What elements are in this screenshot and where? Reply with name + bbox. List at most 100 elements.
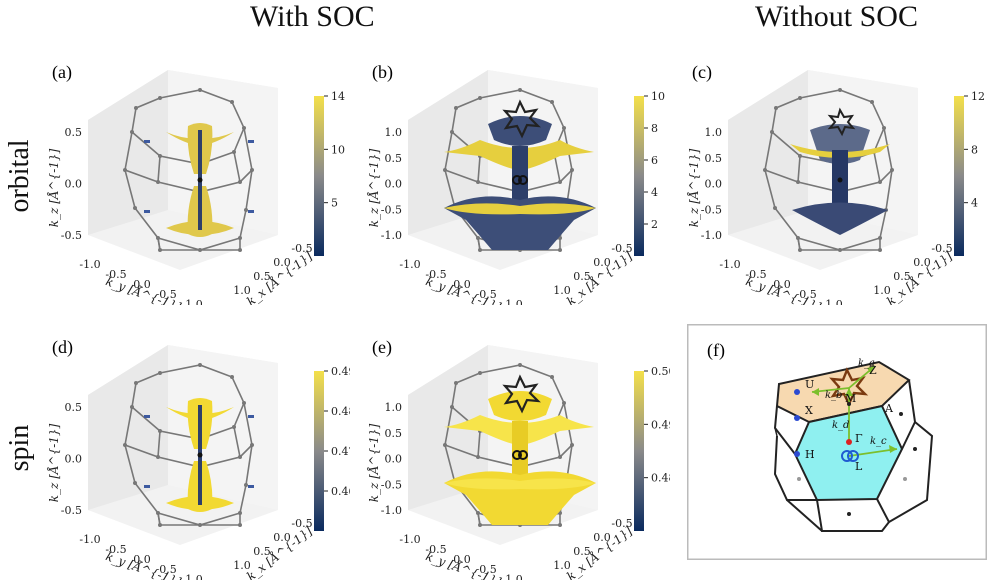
y-tick-label: 1.0	[825, 298, 843, 305]
z-tick-label: 0.5	[65, 126, 83, 139]
y-tick-label: 1.0	[505, 573, 523, 580]
y-tick-label: -1.0	[79, 533, 100, 546]
x-tick-label: -0.5	[611, 517, 632, 530]
panel-label: (a)	[52, 62, 72, 83]
y-tick-label: 1.0	[185, 573, 203, 580]
colorbar-tick-label: 0.46	[331, 485, 350, 498]
y-tick-label: 0.5	[479, 563, 497, 576]
colorbar-tick-label: 0.50	[651, 365, 670, 378]
x-tick-label: 0.5	[893, 270, 911, 283]
x-tick-label: 0.0	[273, 531, 291, 544]
panel-b: (b)1.00.50.0-0.5-1.0k_z [Å^{-1}]-1.0-0.5…	[366, 62, 665, 305]
point-M: M	[845, 392, 856, 405]
colorbar-tick-label: 0.48	[331, 405, 350, 418]
colorbar-tick-label: 4	[651, 186, 658, 199]
z-axis-label: k_z [Å^{-1}]	[686, 148, 701, 227]
y-tick-label: 0.5	[159, 288, 177, 301]
colorbar	[314, 371, 324, 531]
row-label-spin: spin	[4, 424, 35, 472]
x-tick-label: 0.5	[573, 545, 591, 558]
z-tick-label: 1.0	[385, 401, 403, 414]
y-tick-label: 0.5	[479, 288, 497, 301]
z-tick-label: -1.0	[381, 504, 402, 517]
y-tick-label: -0.5	[425, 543, 446, 556]
z-axis-label: k_z [Å^{-1}]	[46, 423, 61, 502]
x-tick-label: 0.0	[913, 256, 931, 269]
y-tick-label: 0.0	[453, 278, 471, 291]
colorbar	[634, 96, 644, 256]
z-tick-label: 1.0	[385, 126, 403, 139]
z-tick-label: 0.0	[385, 178, 403, 191]
z-axis-label: k_z [Å^{-1}]	[366, 423, 381, 502]
z-tick-label: 0.5	[385, 152, 403, 165]
header-with-soc: With SOC	[250, 0, 375, 33]
colorbar	[954, 96, 964, 256]
colorbar-tick-label: 12	[971, 90, 985, 103]
point-A: A	[884, 402, 894, 415]
y-tick-label: -1.0	[399, 533, 420, 546]
z-tick-label: 0.5	[385, 427, 403, 440]
point-X: X	[805, 404, 813, 417]
z-axis-label: k_z [Å^{-1}]	[366, 148, 381, 227]
colorbar	[314, 96, 324, 256]
colorbar-tick-label: 5	[331, 197, 338, 210]
x-tick-label: 1.0	[233, 284, 251, 297]
y-tick-label: 0.0	[453, 553, 471, 566]
z-tick-label: 1.0	[705, 126, 723, 139]
panel-e: (e)1.00.50.0-0.5-1.0k_z [Å^{-1}]-1.0-0.5…	[366, 337, 670, 580]
colorbar-tick-label: 14	[331, 90, 345, 103]
y-tick-label: 0.0	[133, 553, 151, 566]
panel-label: (b)	[372, 62, 393, 83]
colorbar	[634, 371, 644, 531]
panel-f-label: (f)	[707, 340, 725, 361]
colorbar-tick-label: 10	[331, 143, 345, 156]
colorbar-tick-label: 0.48	[651, 472, 670, 485]
colorbar-tick-label: 0.49	[651, 418, 670, 431]
z-tick-label: 0.0	[65, 453, 83, 466]
z-tick-label: 0.0	[385, 453, 403, 466]
panel-label: (e)	[372, 337, 392, 358]
header-without-soc: Without SOC	[755, 0, 918, 33]
y-tick-label: 0.5	[159, 563, 177, 576]
z-tick-label: -0.5	[701, 203, 722, 216]
point-Z: Z	[869, 364, 877, 377]
x-tick-label: -0.5	[291, 242, 312, 255]
x-tick-label: -0.5	[611, 242, 632, 255]
x-tick-label: 0.0	[273, 256, 291, 269]
x-tick-label: 1.0	[553, 559, 571, 572]
panel-d: (d)0.50.0-0.5k_z [Å^{-1}]-1.0-0.50.00.51…	[46, 337, 350, 580]
x-tick-label: 1.0	[233, 559, 251, 572]
y-tick-label: 1.0	[185, 298, 203, 305]
colorbar-tick-label: 0.49	[331, 365, 350, 378]
y-tick-label: 0.0	[773, 278, 791, 291]
z-axis-label: k_z [Å^{-1}]	[46, 148, 61, 227]
point-H: H	[805, 448, 815, 461]
z-tick-label: -0.5	[381, 478, 402, 491]
z-tick-label: 0.0	[65, 178, 83, 191]
z-tick-label: -0.5	[61, 229, 82, 242]
colorbar-tick-label: 8	[971, 143, 978, 156]
colorbar-tick-label: 0.47	[331, 445, 350, 458]
x-tick-label: -0.5	[291, 517, 312, 530]
point-Gamma: Γ	[855, 432, 863, 445]
x-tick-label: -0.5	[931, 242, 952, 255]
z-tick-label: -1.0	[381, 229, 402, 242]
panel-f-frame	[687, 324, 987, 560]
y-tick-label: 1.0	[505, 298, 523, 305]
z-tick-label: -0.5	[381, 203, 402, 216]
panel-a: (a)0.50.0-0.5k_z [Å^{-1}]-1.0-0.50.00.51…	[46, 62, 345, 305]
y-tick-label: -0.5	[105, 543, 126, 556]
x-tick-label: 1.0	[873, 284, 891, 297]
panel-f-bz-diagram: (f) U X H Z M A Γ L k_a k_b k_d k_c	[687, 324, 987, 560]
z-tick-label: 0.0	[705, 178, 723, 191]
y-tick-label: -0.5	[105, 268, 126, 281]
z-tick-label: 0.5	[705, 152, 723, 165]
x-tick-label: 0.5	[253, 270, 271, 283]
panel-c: (c)1.00.50.0-0.5-1.0k_z [Å^{-1}]-1.0-0.5…	[686, 62, 985, 305]
vector-kc: k_c	[870, 436, 887, 447]
row-label-orbital: orbital	[4, 139, 35, 213]
y-tick-label: 0.0	[133, 278, 151, 291]
z-tick-label: -1.0	[701, 229, 722, 242]
z-tick-label: 0.5	[65, 401, 83, 414]
x-tick-label: 0.5	[253, 545, 271, 558]
